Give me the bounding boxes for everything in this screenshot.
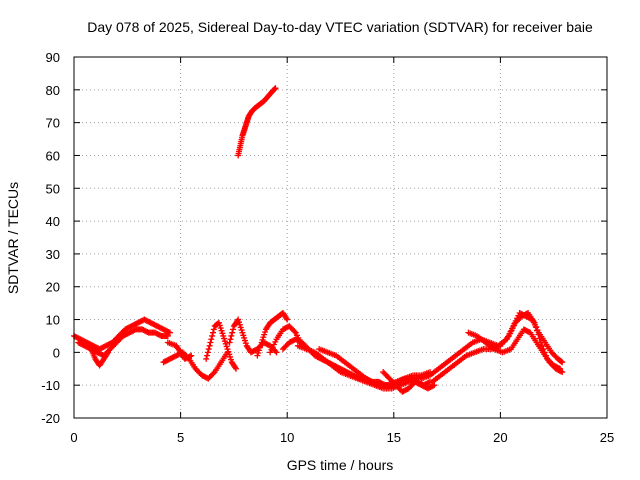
data-point [559,359,566,366]
data-point [557,368,564,375]
data-point [230,326,237,333]
data-point [559,369,566,376]
x-tick-label: 25 [600,430,614,445]
data-point [164,332,171,339]
data-point [210,329,217,336]
data-series [71,85,566,395]
series-sat-h [254,309,291,359]
data-point [229,329,236,336]
data-point [226,339,233,346]
data-point [272,348,279,355]
data-point [283,315,290,322]
series-sat-m [380,369,438,395]
x-tick-label: 0 [70,430,77,445]
data-point [186,353,193,360]
y-tick-label: 40 [46,214,60,229]
y-axis-title: SDTVAR / TECUs [5,182,21,294]
x-tick-labels: 0 5 10 15 20 25 [70,430,614,445]
data-point [272,85,279,92]
y-tick-label: 10 [46,313,60,328]
data-point [284,316,291,323]
data-point [232,364,239,371]
x-tick-label: 15 [387,430,401,445]
x-axis-title: GPS time / hours [287,457,394,473]
x-tick-label: 20 [493,430,507,445]
series-sat-c [88,346,112,369]
data-point [105,349,112,356]
data-point [210,370,217,377]
data-point [535,331,542,338]
y-tick-label: -10 [41,378,60,393]
data-point [166,329,173,336]
data-point [104,350,111,357]
data-point [210,326,217,333]
y-tick-label: 80 [46,83,60,98]
data-point [534,327,541,334]
y-tick-label: 90 [46,50,60,65]
y-tick-label: 60 [46,148,60,163]
data-point [209,332,216,339]
x-tick-label: 5 [177,430,184,445]
data-point [430,382,437,389]
grid-lines [74,57,607,418]
series-sat-e [164,339,195,362]
series-sat-f [203,319,240,372]
data-point [291,328,298,335]
data-point [205,346,212,353]
y-tick-label: 50 [46,181,60,196]
data-point [206,342,213,349]
y-tick-label: 0 [53,345,60,360]
data-point [208,336,215,343]
data-point [536,335,543,342]
data-point [228,332,235,339]
data-point [532,323,539,330]
data-point [204,349,211,356]
y-tick-label: -20 [41,411,60,426]
data-point [203,355,210,362]
data-point [558,358,565,365]
y-tick-label: 20 [46,280,60,295]
data-point [227,336,234,343]
data-point [165,329,172,336]
series-sat-q [235,85,279,159]
data-point [425,379,432,386]
y-tick-label: 70 [46,116,60,131]
data-point [207,339,214,346]
x-tick-label: 10 [280,430,294,445]
data-point [233,365,240,372]
plot-frame [73,56,608,419]
y-tick-label: 30 [46,247,60,262]
data-point [531,319,538,326]
data-point [204,352,211,359]
chart-title: Day 078 of 2025, Sidereal Day-to-day VTE… [87,19,593,35]
y-tick-labels: -20 -10 0 10 20 30 40 50 60 70 80 90 [41,50,60,426]
series-sat-p [465,326,566,376]
data-point [188,352,195,359]
data-point [273,349,280,356]
